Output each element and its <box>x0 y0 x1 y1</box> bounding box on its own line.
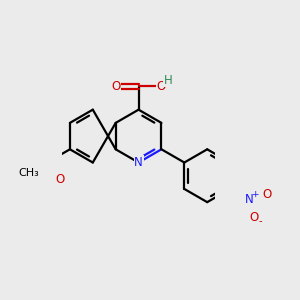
Text: N: N <box>244 193 253 206</box>
Text: CH₃: CH₃ <box>19 168 40 178</box>
Text: N: N <box>134 156 143 169</box>
Text: +: + <box>251 190 258 200</box>
Text: O: O <box>249 211 258 224</box>
Text: O: O <box>112 80 121 93</box>
Text: O: O <box>156 80 166 93</box>
Text: -: - <box>258 216 262 226</box>
Text: H: H <box>164 74 172 87</box>
Text: O: O <box>262 188 272 201</box>
Text: O: O <box>56 173 65 187</box>
